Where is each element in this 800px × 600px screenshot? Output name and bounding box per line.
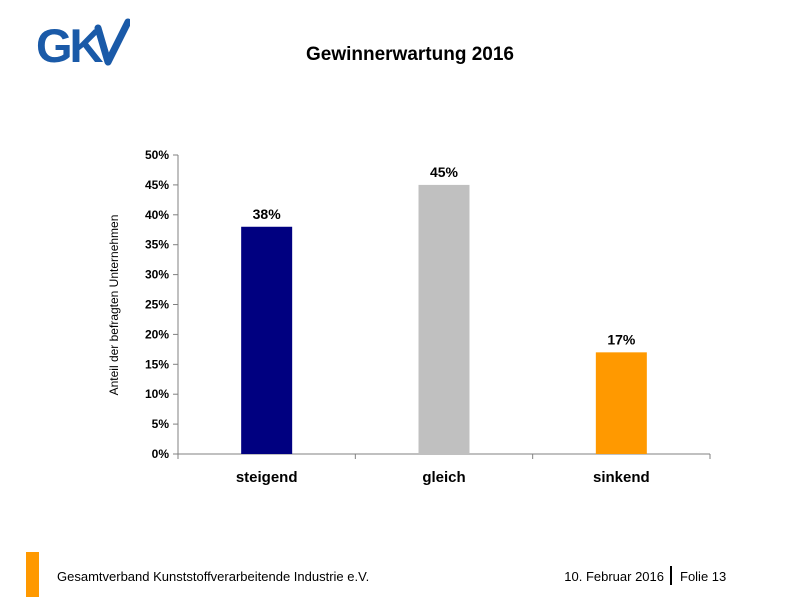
y-tick-label: 35% [145,238,169,252]
y-tick-label: 0% [152,447,170,461]
y-tick-label: 40% [145,208,169,222]
y-tick-label: 10% [145,387,169,401]
x-tick-label: sinkend [593,469,650,486]
y-tick-label: 20% [145,327,169,341]
data-label: 45% [430,164,459,180]
y-tick-label: 50% [145,148,169,162]
y-tick-label: 45% [145,178,169,192]
footer-organization: Gesamtverband Kunststoffverarbeitende In… [57,569,370,584]
footer-date: 10. Februar 2016 [564,569,664,584]
x-tick-label: gleich [422,469,465,486]
y-tick-label: 30% [145,268,169,282]
data-label: 17% [607,331,636,347]
bar-sinkend [595,352,647,454]
data-label: 38% [253,206,282,222]
gkv-logo: GK [36,18,130,70]
y-tick-label: 15% [145,357,169,371]
y-tick-label: 25% [145,298,169,312]
bar-steigend [241,226,293,454]
bar-gleich [418,184,470,454]
y-axis-label: Anteil der befragten Unternehmen [107,214,121,396]
y-tick-label: 5% [152,417,170,431]
footer-accent-bar [26,552,39,597]
footer-slide-number: Folie 13 [680,569,727,584]
x-tick-label: steigend [236,469,298,486]
footer-separator [670,566,672,585]
chart-title: Gewinnerwartung 2016 [305,44,514,65]
